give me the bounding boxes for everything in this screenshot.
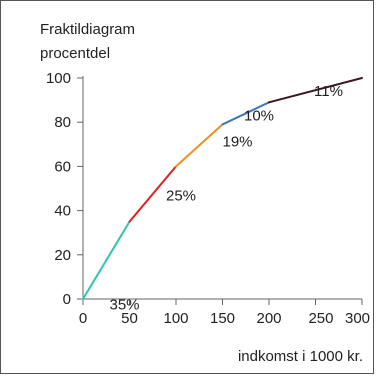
segment-label: 35% xyxy=(110,297,140,314)
segment-line xyxy=(221,101,270,126)
y-tick-label: 100 xyxy=(46,70,71,87)
chart-border xyxy=(0,0,374,374)
segment-label: 11% xyxy=(314,83,343,100)
segment-line xyxy=(128,165,177,223)
y-tick-label: 20 xyxy=(54,247,71,264)
segment-line xyxy=(82,220,131,300)
y-tick-label: 0 xyxy=(63,291,71,308)
x-tick-label: 200 xyxy=(256,310,281,327)
chart-title: Fraktildiagram xyxy=(40,21,135,38)
segment-label: 10% xyxy=(244,107,274,124)
y-tick-label: 60 xyxy=(54,158,71,175)
y-tick-label: 80 xyxy=(54,114,71,131)
segment-label: 25% xyxy=(166,187,196,204)
y-tick-label: 40 xyxy=(54,203,71,220)
segment-label: 19% xyxy=(223,133,253,150)
x-tick-label: 100 xyxy=(163,310,188,327)
segment-line xyxy=(268,77,363,104)
y-axis-label: procentdel xyxy=(40,45,110,62)
x-tick-label: 150 xyxy=(210,310,235,327)
x-tick-label: 0 xyxy=(79,310,87,327)
x-tick-label: 50 xyxy=(121,310,138,327)
x-tick-label: 250 xyxy=(308,310,333,327)
x-axis-label: indkomst i 1000 kr. xyxy=(238,348,363,365)
x-tick-label: 300 xyxy=(345,310,370,327)
segment-line xyxy=(175,123,224,168)
